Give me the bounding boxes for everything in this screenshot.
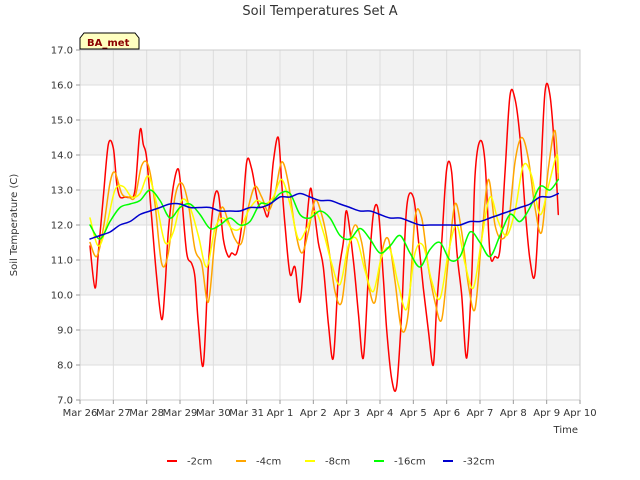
x-tick-label: Mar 27	[96, 408, 131, 419]
x-tick-label: Apr 4	[367, 408, 394, 419]
legend-label: -2cm	[187, 457, 212, 468]
y-tick-label: 9.0	[57, 326, 73, 337]
x-tick-label: Mar 26	[63, 408, 98, 419]
x-tick-label: Apr 7	[467, 408, 494, 419]
site-badge: BA_met	[79, 32, 140, 50]
x-tick-label: Apr 8	[500, 408, 527, 419]
x-tick-label: Apr 9	[533, 408, 560, 419]
y-tick-label: 11.0	[51, 256, 73, 267]
plot-band	[80, 85, 580, 120]
y-tick-label: 12.0	[51, 221, 73, 232]
x-tick-label: Mar 28	[129, 408, 164, 419]
plot-band	[80, 155, 580, 190]
series-layer	[89, 82, 560, 392]
plot-band	[80, 120, 580, 155]
x-tick-label: Apr 3	[333, 408, 360, 419]
y-tick-label: 15.0	[51, 116, 73, 127]
y-axis-ticks: 7.0 8.0 9.0 10.0 11.0 12.0 13.0 14.0 15.0 16.0 17.…	[51, 46, 80, 407]
y-axis-label: Soil Temperature (C)	[9, 174, 20, 277]
badge-label: BA_met	[87, 38, 130, 49]
badge-shape	[79, 32, 140, 50]
x-tick-label: Mar 30	[196, 408, 231, 419]
plot-band	[80, 365, 580, 400]
x-tick-label: Apr 1	[267, 408, 294, 419]
y-tick-label: 7.0	[57, 396, 73, 407]
x-tick-label: Apr 10	[563, 408, 596, 419]
y-tick-label: 10.0	[51, 291, 73, 302]
x-tick-label: Mar 31	[229, 408, 264, 419]
y-tick-label: 14.0	[51, 151, 73, 162]
legend-label: -8cm	[325, 457, 350, 468]
y-tick-label: 16.0	[51, 81, 73, 92]
x-tick-label: Apr 6	[433, 408, 460, 419]
series-line-16cmcm	[89, 178, 560, 268]
series-line-2cmcm	[89, 82, 560, 392]
y-tick-label: 8.0	[57, 361, 73, 372]
legend-label: -16cm	[394, 457, 426, 468]
series-line-8cmcm	[89, 154, 560, 311]
x-tick-label: Mar 29	[163, 408, 198, 419]
x-tick-label: Apr 2	[300, 408, 327, 419]
chart-title: Soil Temperatures Set A	[242, 4, 397, 19]
legend-label: -4cm	[256, 457, 281, 468]
y-tick-label: 17.0	[51, 46, 73, 57]
y-tick-label: 13.0	[51, 186, 73, 197]
plot-band	[80, 50, 580, 85]
legend-label: -32cm	[463, 457, 495, 468]
x-tick-label: Apr 5	[400, 408, 427, 419]
x-axis-label: Time	[553, 425, 578, 436]
legend: -2cm -4cm -8cm -16cm -32cm	[167, 457, 495, 468]
series-line-32cmcm	[89, 192, 560, 240]
plot-band	[80, 295, 580, 330]
